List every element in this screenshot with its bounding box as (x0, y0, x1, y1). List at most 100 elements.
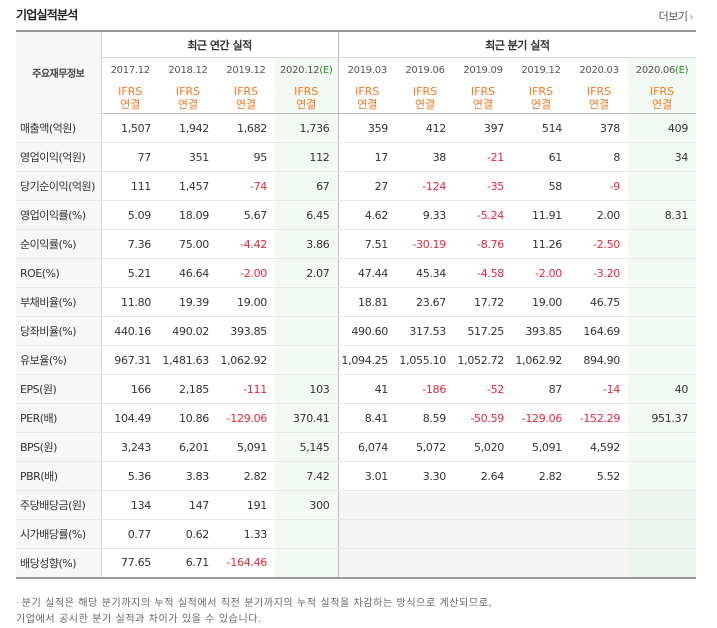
table-row: EPS(원) 166 2,185 -111 103 41 -186 -52 87 -14 40 (16, 374, 697, 404)
table-cell (512, 519, 571, 549)
ifrs-label: IFRS (470, 85, 496, 98)
ifrs-label: IFRS (528, 85, 554, 98)
table-cell: 378 (570, 113, 629, 143)
table-cell (628, 519, 697, 549)
period-header: 2020.12(E) (275, 57, 339, 83)
more-link[interactable]: 더보기 › (659, 8, 694, 24)
table-row: 순이익률(%) 7.36 75.00 -4.42 3.86 7.51 -30.19 -8.76… (16, 229, 697, 259)
table-cell: 166 (101, 374, 159, 404)
table-cell: 1,942 (159, 113, 217, 143)
table-cell: 5.09 (101, 200, 159, 230)
table-row: PBR(배) 5.36 3.83 2.82 7.42 3.01 3.30 2.64 2.82 5.… (16, 461, 697, 491)
table-cell: 191 (217, 490, 275, 520)
table-cell: 5,020 (454, 432, 513, 462)
table-cell: -124 (396, 171, 455, 201)
row-label: 당좌비율(%) (16, 316, 102, 346)
table-cell (275, 548, 339, 579)
table-cell: 2.07 (275, 258, 339, 288)
table-cell: 17.72 (454, 287, 513, 317)
ifrs-sub: 연결 (296, 98, 317, 111)
table-cell (570, 490, 629, 520)
table-cell (275, 316, 339, 346)
table-cell: -129.06 (512, 403, 571, 433)
table-cell: 3.01 (337, 461, 397, 491)
footnote-line-1: 분기 실적은 해당 분기까지의 누적 실적에서 직전 분기까지의 누적 실적을 … (21, 598, 493, 609)
ifrs-badge: IFRS 연결 (396, 83, 455, 114)
ifrs-badge: IFRS 연결 (217, 83, 275, 114)
table-cell: 3.83 (159, 461, 217, 491)
row-label: 영업이익(억원) (16, 142, 102, 172)
table-cell: 47.44 (337, 258, 397, 288)
period-label: 2020.06 (635, 65, 676, 76)
row-label: PBR(배) (16, 461, 102, 491)
ifrs-sub: 연결 (588, 98, 610, 111)
table-cell: -30.19 (396, 229, 455, 259)
period-header: 2019.12 (512, 57, 571, 83)
ifrs-sub: 연결 (120, 98, 141, 111)
rowhead-label: 주요재무정보 (16, 31, 102, 114)
period-header: 2019.06 (396, 57, 455, 83)
row-label: BPS(원) (16, 432, 102, 462)
period-label: 2019.09 (463, 65, 503, 76)
table-cell: 11.80 (101, 287, 159, 317)
bullet-icon: · (16, 598, 20, 609)
period-label: 2020.03 (579, 65, 619, 76)
table-cell: 17 (337, 142, 397, 172)
row-label: 당기순이익(억원) (16, 171, 102, 201)
table-cell: 397 (454, 113, 513, 143)
table-cell: -9 (570, 171, 629, 201)
table-cell: 2,185 (159, 374, 217, 404)
table-cell: -129.06 (217, 403, 275, 433)
period-label: 2019.12 (521, 65, 561, 76)
ifrs-label: IFRS (355, 85, 380, 98)
table-cell: 2.00 (570, 200, 629, 230)
table-cell: 393.85 (217, 316, 275, 346)
table-cell: 111 (101, 171, 159, 201)
row-label: PER(배) (16, 403, 102, 433)
row-label: 시가배당률(%) (16, 519, 102, 549)
ifrs-badge: IFRS 연결 (628, 83, 697, 114)
table-row: 당좌비율(%) 440.16 490.02 393.85 490.60 317.53 517… (16, 316, 697, 346)
table-cell: 45.34 (396, 258, 455, 288)
period-label: 2019.03 (347, 65, 388, 76)
ifrs-sub: 연결 (651, 98, 673, 111)
table-cell: 147 (159, 490, 217, 520)
ifrs-label: IFRS (649, 85, 675, 98)
ifrs-badge: IFRS 연결 (337, 83, 397, 114)
table-cell: 517.25 (454, 316, 513, 346)
table-cell: 2.82 (512, 461, 571, 491)
ifrs-badge: IFRS 연결 (454, 83, 513, 114)
table-cell: 11.26 (512, 229, 571, 259)
table-cell: 19.00 (217, 287, 275, 317)
table-cell: 104.49 (101, 403, 159, 433)
section-title: 기업실적분석 (16, 8, 78, 22)
table-cell: 412 (396, 113, 455, 143)
table-cell: 2.82 (217, 461, 275, 491)
table-row: 당기순이익(억원) 111 1,457 -74 67 27 -124 -35 58 -9 (16, 171, 697, 201)
footnote: · 분기 실적은 해당 분기까지의 누적 실적에서 직전 분기까지의 누적 실적을… (16, 596, 492, 628)
period-label: 2017.12 (110, 65, 151, 76)
period-label: 2020.12 (280, 65, 320, 76)
table-cell: -14 (570, 374, 629, 404)
table-cell: 2.64 (454, 461, 513, 491)
table-cell: 1,736 (275, 113, 339, 143)
ifrs-label: IFRS (175, 85, 201, 98)
table-cell: 1,481.63 (159, 345, 217, 375)
table-cell: -21 (454, 142, 513, 172)
table-cell (275, 519, 339, 549)
table-cell (275, 345, 339, 375)
period-header: 2018.12 (159, 57, 217, 83)
row-label: 배당성향(%) (16, 548, 102, 579)
table-cell: 58 (512, 171, 571, 201)
ifrs-badge: IFRS 연결 (159, 83, 217, 114)
table-cell: -4.42 (217, 229, 275, 259)
table-cell: 370.41 (275, 403, 339, 433)
table-cell: -152.29 (570, 403, 629, 433)
table-cell: 409 (628, 113, 697, 143)
table-cell: 4,592 (570, 432, 629, 462)
table-cell: 6,074 (337, 432, 397, 462)
row-label: 순이익률(%) (16, 229, 102, 259)
footnote-line-2: 기업에서 공시한 분기 실적과 차이가 있을 수 있습니다. (16, 614, 262, 625)
table-cell: -5.24 (454, 200, 513, 230)
table-cell: 87 (512, 374, 571, 404)
